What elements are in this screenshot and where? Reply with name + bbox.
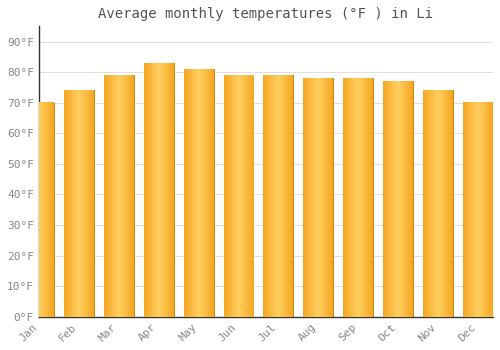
Title: Average monthly temperatures (°F ) in Li: Average monthly temperatures (°F ) in Li — [98, 7, 433, 21]
Bar — [184, 69, 214, 317]
Bar — [224, 75, 254, 317]
Bar — [104, 75, 134, 317]
Bar — [264, 75, 294, 317]
Bar — [144, 63, 174, 317]
Bar — [64, 91, 94, 317]
Bar — [423, 91, 453, 317]
Bar — [24, 103, 54, 317]
Bar — [304, 78, 334, 317]
Bar — [344, 78, 374, 317]
Bar — [463, 103, 493, 317]
Bar — [383, 81, 413, 317]
